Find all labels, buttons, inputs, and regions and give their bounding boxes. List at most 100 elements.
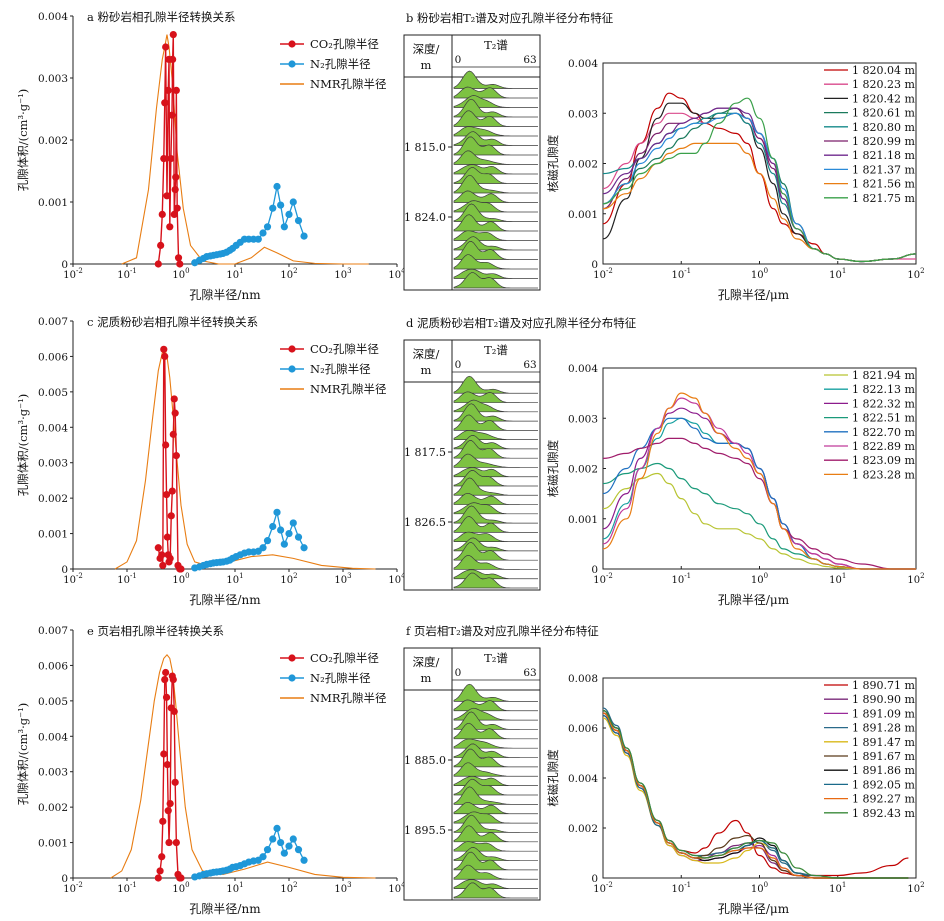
legend-label: 1 821.75 m [852,192,915,205]
x-axis-label: 孔隙半径/μm [718,593,790,607]
y-tick-label: 0.004 [568,773,598,785]
legend-marker [288,345,296,353]
legend-label: 1 892.27 m [852,793,915,806]
x-tick-label: 100 [172,881,189,895]
x-tick-label: 101 [829,881,846,895]
co2-point [163,533,172,541]
co2-point [163,192,171,200]
t2-spectrum-trace [453,86,538,99]
x-tick-label: 102 [907,267,924,281]
t2-spectrum-trace [453,272,538,289]
co2-point [156,867,164,875]
series-line [602,397,916,570]
legend-label: 1 820.42 m [852,92,915,105]
y-tick-label: 0.001 [38,529,68,541]
y-tick-label: 0.001 [38,838,68,850]
legend-marker [288,365,296,373]
co2-point [169,55,177,64]
legend-label: 1 822.70 m [852,426,915,439]
depth-header: 深度/ [413,42,440,56]
depth-tick-label: 1 895.5 [404,824,446,837]
n2-point [263,223,272,231]
co2-point [162,668,170,677]
t2-spectrum-trace [453,190,538,203]
t2-spectrum-trace [453,542,538,561]
t2-spectrum-trace [453,882,538,899]
co2-point [160,750,168,758]
legend-label: 1 891.28 m [852,722,915,735]
x-axis-label: 孔隙半径/μm [718,902,790,916]
legend-label: CO₂孔隙半径 [310,37,379,51]
y-axis-label: 孔隙体积/(cm³·g⁻¹) [16,394,30,497]
panel-title: b 粉砂岩相T₂谱及对应孔隙半径分布特征 [406,11,614,25]
x-tick-label: 103 [334,267,351,281]
depth-tick-label: 1 817.5 [404,446,446,459]
panel-title: a 粉砂岩相孔隙半径转换关系 [87,10,236,24]
x-tick-label: 101 [829,267,846,281]
series-line [602,97,917,263]
legend-label: 1 892.43 m [852,807,915,820]
legend-label: NMR孔隙半径 [310,382,387,396]
t2-spectrum-trace [453,440,538,459]
t2-spectrum-trace [453,453,538,468]
t2-spectrum-trace [453,375,538,394]
n2-point [273,508,281,516]
legend-label: 1 890.71 m [852,679,915,692]
t2-spectrum-trace [453,786,538,805]
y-tick-label: 0.003 [38,767,68,779]
y-tick-label: 0.003 [38,458,68,470]
y-tick-label: 0.002 [38,135,68,147]
t2-scale-min: 0 [455,54,462,66]
co2-point [159,817,167,825]
x-tick-label: 102 [907,881,924,895]
legend-label: 1 822.32 m [852,397,915,410]
x-tick-label: 101 [829,572,846,586]
x-tick-label: 100 [172,267,189,281]
co2-point [162,693,171,701]
nmr-line [121,34,369,265]
x-tick-label: 10-2 [63,267,83,281]
co2-point [170,707,178,716]
co2-point [168,111,176,119]
panel-title: f 页岩相T₂谱及对应孔隙半径分布特征 [406,624,599,638]
y-tick-label: 0.002 [568,159,598,171]
depth-unit: m [421,363,432,377]
legend-label: 1 822.13 m [852,383,915,396]
x-tick-label: 101 [226,267,243,281]
legend-label: 1 820.23 m [852,78,915,91]
co2-point [167,512,175,520]
co2-point [157,241,165,249]
n2-point [273,824,281,833]
n2-point [285,210,293,218]
legend-label: N₂孔隙半径 [310,671,371,685]
series-line [602,392,916,570]
legend-label: 1 891.67 m [852,750,915,763]
legend-label: CO₂孔隙半径 [310,651,379,665]
n2-point [285,842,293,850]
t2-spectrum-trace [453,492,538,505]
x-tick-label: 102 [907,572,924,586]
x-tick-label: 103 [334,572,351,586]
co2-point [166,800,174,808]
n2-point [277,838,285,847]
depth-unit: m [421,58,432,72]
y-tick-label: 0.007 [38,316,68,328]
t2-spectrum-trace [453,801,538,815]
co2-point [172,838,180,847]
n2-point [289,835,297,843]
depth-header: 深度/ [413,347,440,361]
x-tick-label: 102 [280,572,297,586]
legend-label: 1 821.18 m [852,149,915,162]
y-tick-label: 0.002 [568,464,598,476]
co2-point [162,491,171,499]
x-axis-label: 孔隙半径/nm [189,902,261,916]
legend-marker [288,654,296,662]
t2-scale-max: 63 [523,667,536,679]
conversion-panel-c: c 泥质粉砂岩相孔隙半径转换关系 0 0.001 0.002 0.003 0.004 0.0… [16,315,406,607]
co2-point [158,210,166,218]
n2-point [294,846,303,854]
co2-point [165,838,173,847]
co2-point [164,86,172,94]
pore-distribution-panel-b: 0 0.001 0.002 0.003 0.004 10-2 10-1 100 101 102 孔隙… [546,58,925,302]
t2-header: T₂谱 [484,38,508,52]
